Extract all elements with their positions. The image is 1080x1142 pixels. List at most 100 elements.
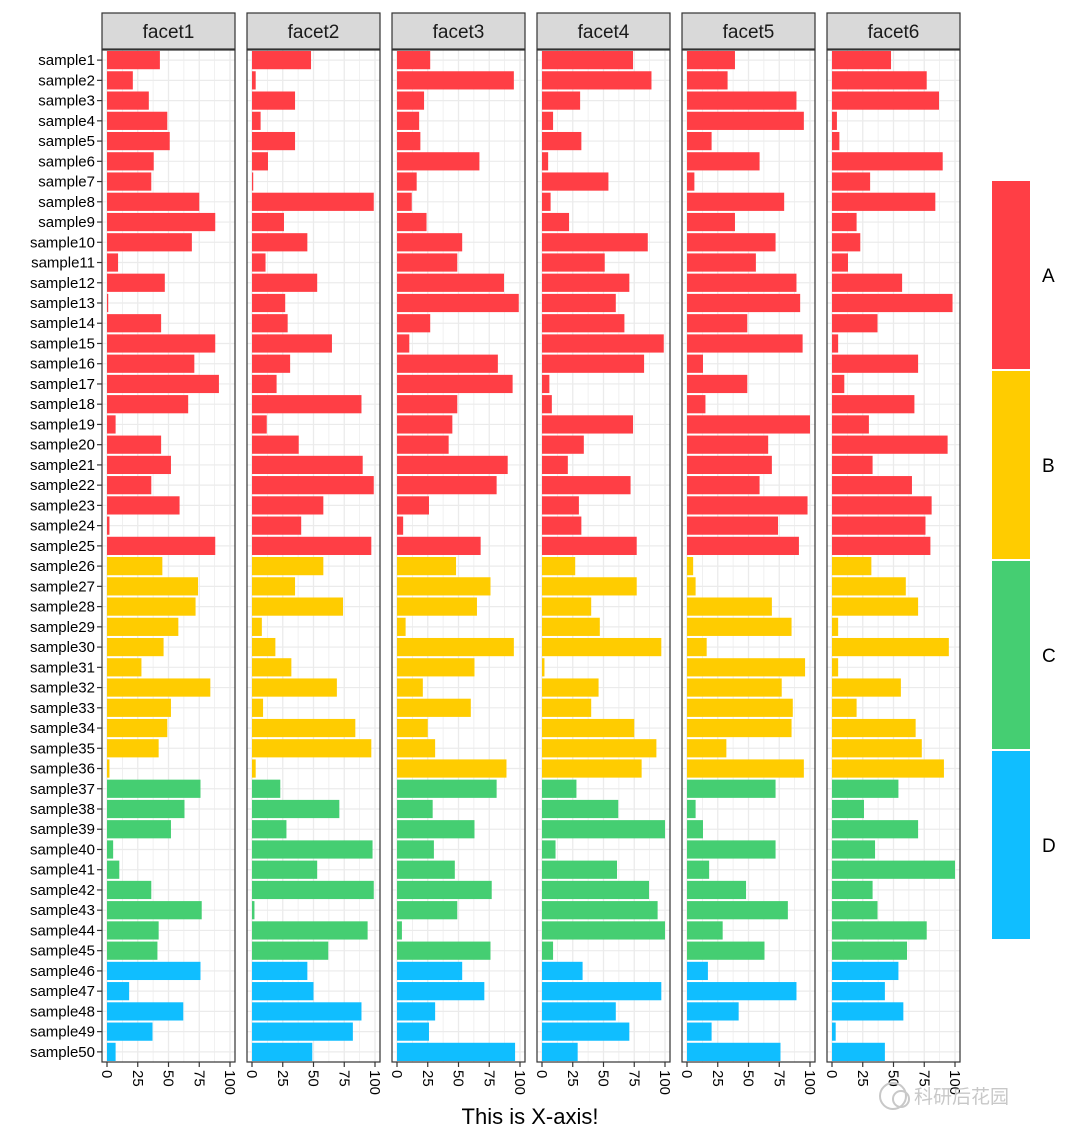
bar-sample41 (542, 860, 618, 879)
bar-sample35 (252, 739, 372, 758)
bar-sample39 (107, 820, 171, 839)
facet-panel-2: facet2 0 25 50 75 100 (243, 12, 383, 1095)
bar-sample16 (542, 354, 645, 373)
bar-sample25 (542, 536, 637, 555)
bar-sample1 (542, 51, 634, 70)
bar-sample22 (687, 476, 760, 495)
bar-sample21 (397, 455, 508, 475)
bar-sample44 (252, 921, 368, 940)
y-tick-label: sample21 (30, 457, 95, 474)
y-tick-label: sample13 (30, 295, 95, 312)
bar-sample46 (107, 961, 201, 981)
bar-sample50 (542, 1042, 578, 1061)
bar-sample23 (542, 496, 579, 515)
bar-sample34 (252, 718, 356, 738)
bar-sample22 (397, 476, 497, 495)
bar-sample30 (252, 637, 276, 657)
bar-sample13 (397, 293, 519, 313)
bar-sample38 (252, 799, 340, 819)
bar-sample49 (397, 1022, 429, 1041)
y-axis-labels: sample1 sample2 sample3 sample4 sample5 sampl… (30, 52, 102, 1061)
bar-sample20 (832, 435, 948, 454)
bar-sample13 (687, 293, 801, 313)
bar-sample1 (397, 51, 431, 70)
bar-sample39 (832, 820, 919, 839)
bar-sample20 (542, 435, 584, 454)
bar-sample41 (397, 860, 455, 879)
bar-sample20 (687, 435, 769, 454)
bar-sample33 (107, 698, 171, 717)
bar-sample37 (832, 779, 899, 798)
y-tick-label: sample10 (30, 234, 95, 251)
bar-sample35 (687, 739, 727, 758)
bar-sample49 (542, 1022, 630, 1041)
bar-sample24 (832, 516, 926, 535)
facet-strip (826, 12, 961, 50)
bar-sample42 (107, 880, 152, 900)
bar-sample37 (107, 779, 201, 798)
x-tick-label: 100 (221, 1070, 238, 1095)
bar-sample37 (397, 779, 497, 798)
y-tick-label: sample12 (30, 275, 95, 292)
bar-sample27 (397, 577, 491, 596)
watermark-text: 科研后花园 (914, 1086, 1009, 1108)
y-tick-label: sample23 (30, 497, 95, 514)
bar-sample38 (397, 799, 433, 819)
bar-sample49 (832, 1022, 836, 1041)
bar-sample16 (252, 354, 291, 373)
bar-sample16 (832, 354, 919, 373)
bar-sample50 (252, 1042, 313, 1061)
bar-sample16 (687, 354, 703, 373)
facet-strip (536, 12, 671, 50)
bar-sample6 (397, 152, 480, 171)
x-tick-label: 25 (854, 1070, 871, 1087)
bar-sample30 (107, 637, 164, 657)
bars (542, 51, 665, 1061)
y-tick-label: sample34 (30, 720, 95, 737)
bar-sample8 (542, 192, 551, 211)
bar-sample19 (832, 415, 869, 434)
bar-sample18 (542, 395, 552, 414)
bar-sample29 (542, 617, 600, 636)
bar-sample9 (397, 212, 427, 232)
bar-sample19 (542, 415, 634, 434)
bar-sample31 (107, 658, 142, 677)
bar-sample18 (687, 395, 706, 414)
bar-sample49 (107, 1022, 153, 1041)
bar-sample31 (397, 658, 475, 677)
bar-sample27 (687, 577, 696, 596)
bar-sample21 (832, 455, 873, 475)
bar-sample40 (542, 840, 556, 859)
bar-sample36 (687, 759, 804, 778)
bar-sample7 (252, 172, 254, 191)
bar-sample46 (832, 961, 899, 981)
bar-sample34 (832, 718, 916, 738)
bar-sample45 (542, 941, 554, 960)
bar-sample36 (397, 759, 507, 778)
bar-sample42 (252, 880, 374, 900)
bar-sample48 (252, 1002, 362, 1021)
bar-sample15 (832, 334, 839, 353)
bar-sample15 (107, 334, 216, 353)
bar-sample27 (542, 577, 637, 596)
bar-sample27 (252, 577, 296, 596)
bar-sample33 (687, 698, 793, 717)
bar-sample4 (397, 111, 420, 130)
y-tick-label: sample14 (30, 315, 95, 332)
bar-sample8 (252, 192, 374, 211)
bar-sample29 (832, 617, 839, 636)
legend-key-B (992, 371, 1030, 559)
bar-sample14 (542, 314, 625, 333)
bar-sample45 (832, 941, 908, 960)
bar-sample38 (687, 799, 696, 819)
y-tick-label: sample45 (30, 943, 95, 960)
bar-sample47 (107, 982, 130, 1001)
bar-sample22 (107, 476, 152, 495)
facet-strip-label: facet5 (723, 22, 775, 43)
legend-key-D (992, 751, 1030, 939)
bar-sample28 (687, 597, 772, 616)
legend: A B C D (992, 181, 1056, 939)
y-tick-label: sample25 (30, 538, 95, 555)
bar-sample25 (252, 536, 372, 555)
bar-sample20 (107, 435, 162, 454)
